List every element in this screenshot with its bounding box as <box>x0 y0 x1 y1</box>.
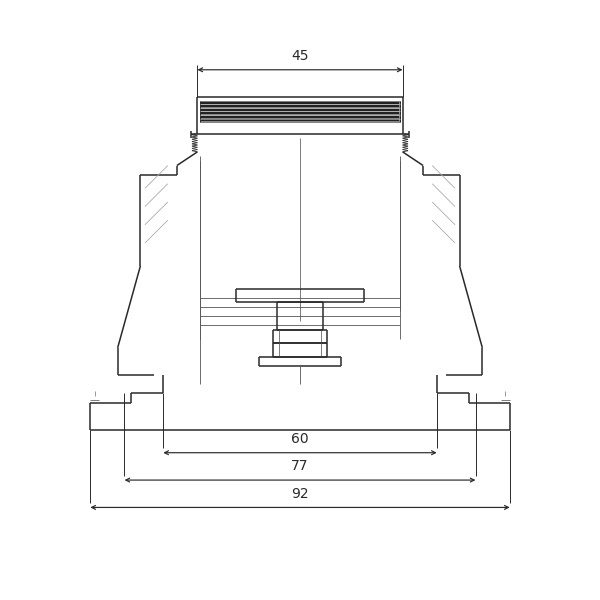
Bar <box>200 116 400 118</box>
Bar <box>200 109 400 111</box>
Text: 45: 45 <box>291 49 309 63</box>
Bar <box>200 101 400 122</box>
Bar <box>200 105 400 107</box>
Text: 60: 60 <box>291 432 309 446</box>
Text: 92: 92 <box>291 487 309 500</box>
Text: 77: 77 <box>291 459 309 473</box>
Bar <box>200 101 400 104</box>
Bar <box>200 112 400 115</box>
Bar <box>200 119 400 121</box>
